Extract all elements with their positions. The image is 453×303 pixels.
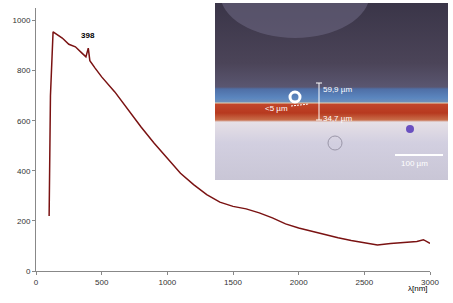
html-text:59,9 µm: 59,9 µm	[323, 85, 353, 94]
svg-text:3000: 3000	[421, 278, 439, 287]
svg-text:398: 398	[81, 31, 95, 40]
svg-text:0: 0	[34, 278, 39, 287]
html-text:100 µm: 100 µm	[401, 159, 428, 168]
html-text:34,7 µm: 34,7 µm	[323, 114, 353, 123]
svg-text:400: 400	[17, 167, 31, 176]
svg-text:λ[nm]: λ[nm]	[408, 284, 428, 293]
svg-text:1000: 1000	[158, 278, 176, 287]
html-text:<5 µm: <5 µm	[265, 104, 288, 113]
svg-text:200: 200	[17, 217, 31, 226]
svg-text:600: 600	[17, 117, 31, 126]
svg-text:500: 500	[95, 278, 109, 287]
svg-text:0: 0	[26, 267, 31, 276]
svg-text:2500: 2500	[355, 278, 373, 287]
svg-text:1500: 1500	[224, 278, 242, 287]
svg-text:1000: 1000	[13, 16, 31, 25]
svg-text:800: 800	[17, 66, 31, 75]
svg-text:2000: 2000	[290, 278, 308, 287]
